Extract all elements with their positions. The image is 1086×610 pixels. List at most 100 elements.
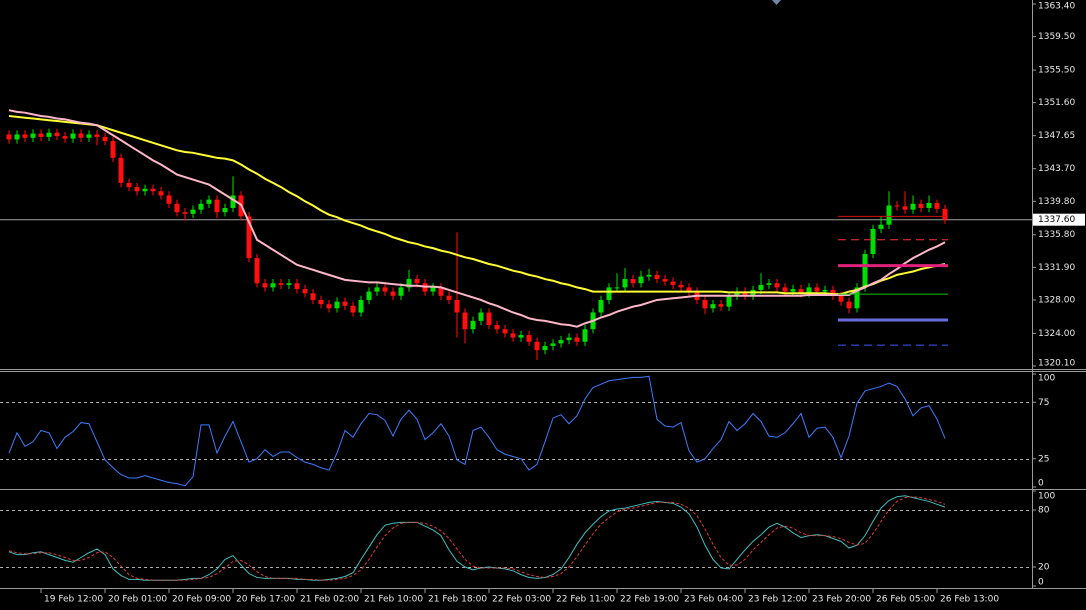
- candle-body: [574, 337, 580, 342]
- candle-body: [438, 287, 444, 296]
- y-tick-label: 1324.00: [1038, 329, 1075, 339]
- candle-body: [350, 305, 356, 313]
- current-price-label: 1337.60: [1038, 215, 1075, 225]
- candle-body: [622, 279, 628, 288]
- y-tick-label: 1343.70: [1038, 164, 1075, 174]
- candle-body: [646, 274, 652, 277]
- candle-body: [190, 209, 196, 214]
- candle-body: [558, 340, 564, 344]
- candle-body: [486, 312, 492, 326]
- candle-body: [550, 343, 556, 346]
- candle-body: [670, 281, 676, 285]
- y-tick-label: 1351.60: [1038, 98, 1075, 108]
- candle-body: [30, 133, 36, 138]
- candle-body: [294, 283, 300, 290]
- candle-body: [534, 341, 540, 351]
- candle-body: [790, 289, 796, 292]
- candle-body: [270, 283, 276, 288]
- x-tick-label: 22 Feb 11:00: [556, 595, 615, 605]
- candle-body: [870, 228, 876, 254]
- candle-body: [278, 283, 284, 285]
- candle-body: [46, 132, 52, 137]
- candle-body: [54, 132, 60, 137]
- y-tick-label: 1355.50: [1038, 66, 1075, 76]
- x-tick-label: 22 Feb 19:00: [620, 595, 679, 605]
- candle-body: [942, 208, 948, 220]
- candle-body: [166, 195, 172, 204]
- x-tick-label: 21 Feb 10:00: [364, 595, 423, 605]
- candle-body: [366, 291, 372, 300]
- candle-body: [470, 320, 476, 330]
- candle-body: [846, 301, 852, 309]
- candle-body: [686, 287, 692, 292]
- indicator-line: [8, 375, 946, 487]
- candle-body: [302, 289, 308, 294]
- candle-body: [174, 203, 180, 213]
- candle-body: [926, 202, 932, 208]
- x-tick-label: 23 Feb 12:00: [748, 595, 807, 605]
- candle-body: [702, 299, 708, 309]
- indicator-line: [8, 109, 946, 328]
- candle-body: [838, 295, 844, 302]
- candle-body: [70, 133, 76, 139]
- candle-body: [606, 287, 612, 300]
- candle-body: [510, 333, 516, 338]
- candle-body: [814, 287, 820, 292]
- y-tick-label: 100: [1038, 374, 1055, 384]
- x-tick-label: 20 Feb 17:00: [236, 595, 295, 605]
- candle-body: [94, 134, 100, 137]
- candle-body: [198, 203, 204, 210]
- candle-body: [494, 325, 500, 330]
- candle-body: [806, 287, 812, 294]
- y-tick-label: 1335.80: [1038, 230, 1075, 240]
- shift-marker: [772, 0, 781, 5]
- candle-body: [894, 205, 900, 207]
- candle-body: [182, 212, 188, 214]
- candle-body: [822, 289, 828, 292]
- current-price-box: [1033, 213, 1085, 226]
- candle-body: [710, 304, 716, 309]
- x-tick-label: 23 Feb 20:00: [812, 595, 871, 605]
- candle-body: [78, 133, 84, 138]
- candle-body: [910, 203, 916, 210]
- candle-body: [934, 202, 940, 209]
- y-tick-label: 25: [1038, 454, 1049, 464]
- y-tick-label: 1328.00: [1038, 295, 1075, 305]
- y-tick-label: 20: [1038, 563, 1050, 573]
- candle-body: [918, 203, 924, 208]
- y-tick-label: 80: [1038, 506, 1050, 516]
- candle-body: [662, 279, 668, 282]
- candle-body: [22, 134, 28, 138]
- candle-body: [414, 279, 420, 284]
- candle-body: [454, 299, 460, 313]
- candle-body: [222, 207, 228, 213]
- candle-body: [142, 188, 148, 192]
- candle-body: [62, 136, 68, 139]
- y-tick-label: 1363.40: [1038, 2, 1075, 12]
- y-tick-label: 75: [1038, 398, 1049, 408]
- y-tick-label: 1339.80: [1038, 197, 1075, 207]
- candle-body: [502, 329, 508, 334]
- indicator-line: [8, 495, 946, 581]
- candle-body: [214, 199, 220, 213]
- candle-body: [798, 289, 804, 294]
- candle-body: [678, 284, 684, 288]
- candle-body: [158, 191, 164, 196]
- candle-body: [358, 299, 364, 313]
- candle-body: [38, 133, 44, 137]
- candle-body: [86, 134, 92, 138]
- candle-body: [462, 312, 468, 330]
- candle-body: [406, 279, 412, 288]
- candle-body: [782, 287, 788, 292]
- candle-body: [734, 291, 740, 296]
- candle-body: [246, 216, 252, 259]
- x-tick-label: 20 Feb 01:00: [108, 595, 167, 605]
- candle-body: [310, 293, 316, 300]
- x-tick-label: 26 Feb 05:00: [876, 595, 935, 605]
- x-tick-label: 21 Feb 02:00: [300, 595, 359, 605]
- y-tick-label: 0: [1038, 479, 1044, 489]
- candle-body: [286, 283, 292, 285]
- candle-body: [478, 312, 484, 321]
